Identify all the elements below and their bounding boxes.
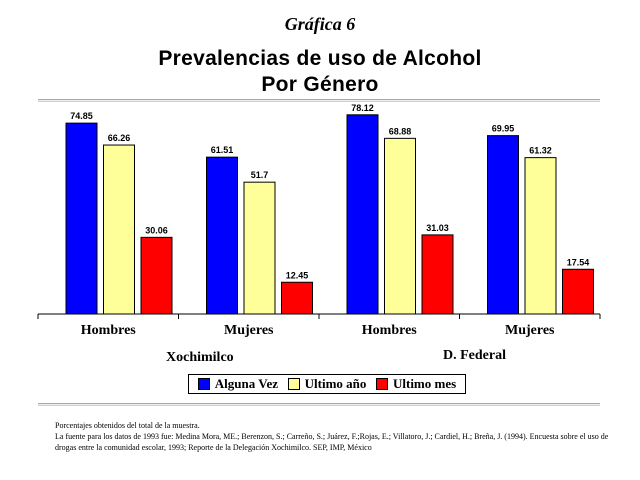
data-label: 31.03 [426,223,449,233]
data-label: 61.51 [211,145,234,155]
data-label: 30.06 [145,225,168,235]
bar [65,122,98,315]
bar [384,137,416,315]
data-label: 74.85 [70,111,93,121]
group-label-d-federal: D. Federal [443,348,506,363]
group-label-xochimilco: Xochimilco [166,350,234,365]
bar [243,181,276,315]
footnote: Porcentajes obtenidos del total de la mu… [55,420,625,453]
data-label: 61.32 [529,146,552,156]
legend-label: Ultimo mes [392,376,457,391]
legend-label: Ultimo año [304,376,367,391]
data-label: 68.88 [389,126,412,136]
footnote-line2: La fuente para los datos de 1993 fue: Me… [55,432,609,452]
data-label: 51.7 [251,170,269,180]
bar [281,281,313,315]
data-label: 78.12 [351,103,374,113]
bar [140,236,173,315]
data-label: 12.45 [286,270,309,280]
bar [346,114,379,315]
category-label: Hombres [81,323,137,338]
top-divider [38,99,600,102]
category-label: Mujeres [505,323,555,338]
category-label: Hombres [362,323,418,338]
legend-label: Alguna Vez [214,376,279,391]
legend-swatch-ultimo-mes [375,378,388,390]
footnote-line1: Porcentajes obtenidos del total de la mu… [55,421,200,430]
chart-legend: Alguna Vez Ultimo año Ultimo mes [188,374,466,394]
chart-caption: Gráfica 6 [284,14,356,34]
legend-item-alguna-vez: Alguna Vez [197,376,279,392]
legend-swatch-ultimo-ano [287,378,300,390]
bar [562,268,594,315]
bar [206,156,238,315]
data-label: 17.54 [567,257,590,267]
bar [103,144,135,315]
data-label: 69.95 [492,124,515,134]
chart-title-line2: Por Género [261,73,379,96]
legend-item-ultimo-ano: Ultimo año [287,376,367,392]
legend-swatch-alguna-vez [197,378,210,390]
category-label: Mujeres [224,323,274,338]
bar [524,157,557,315]
bar [487,135,519,315]
chart-title-line1: Prevalencias de uso de Alcohol [158,47,482,70]
data-label: 66.26 [108,133,131,143]
bar-chart: 74.85 66.26 30.06 Hombres 61.51 51.7 12.45 Muje… [37,103,601,338]
bottom-divider [38,403,600,406]
legend-item-ultimo-mes: Ultimo mes [375,376,457,392]
bar [421,234,454,315]
